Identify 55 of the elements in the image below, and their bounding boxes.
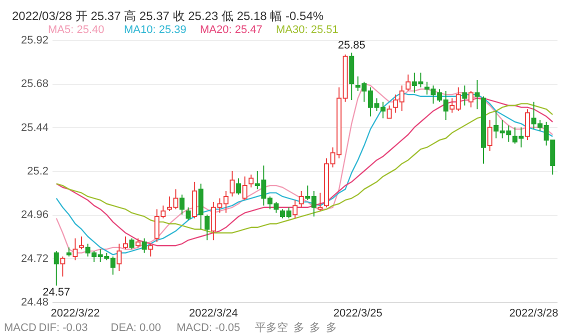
x-tick-label: 2022/3/25 xyxy=(333,308,382,320)
candlestick xyxy=(204,214,210,241)
text: MACD xyxy=(4,322,36,333)
y-tick-label: 25.44 xyxy=(20,122,48,134)
candlestick xyxy=(129,238,134,250)
candlestick xyxy=(54,250,59,286)
y-tick-label: 24.48 xyxy=(20,296,48,308)
candlestick xyxy=(524,108,530,141)
text: DEA: 0.00 xyxy=(110,322,161,333)
candlestick xyxy=(292,200,298,219)
candlestick xyxy=(60,256,66,278)
candlestick xyxy=(136,238,141,248)
annotation: 25.85 xyxy=(338,40,366,52)
candlestick xyxy=(66,246,72,258)
candlestick xyxy=(116,243,122,272)
text: MA20: 25.47 xyxy=(200,24,262,36)
candlestick xyxy=(186,206,191,221)
y-tick-label: 24.72 xyxy=(20,252,48,265)
candlestick xyxy=(79,236,84,250)
candlestick xyxy=(230,170,235,197)
text: MA30: 25.51 xyxy=(276,24,338,36)
candlestick xyxy=(248,174,254,188)
text: 空 xyxy=(277,321,288,333)
candlestick xyxy=(180,194,185,216)
candlestick xyxy=(406,74,411,92)
candlestick xyxy=(242,176,248,201)
candlestick xyxy=(468,90,474,108)
y-tick-label: 24.96 xyxy=(20,209,48,222)
text: MA10: 25.39 xyxy=(124,24,186,36)
candlestick xyxy=(487,120,492,152)
text: DIF: -0.03 xyxy=(38,322,88,333)
text: MA5: 25.40 xyxy=(48,24,104,36)
text: 平多 xyxy=(254,322,277,333)
candlestick xyxy=(236,178,242,196)
x-tick-label: 2022/3/24 xyxy=(188,308,238,320)
candlestick xyxy=(462,84,468,106)
candlestick xyxy=(318,192,323,212)
annotation: 24.57 xyxy=(42,286,70,299)
text: MACD: -0.05 xyxy=(176,322,240,333)
candlestick xyxy=(72,238,78,261)
text: 多 xyxy=(293,322,304,333)
y-tick-label: 25.2 xyxy=(27,166,48,178)
candlestick xyxy=(386,105,392,119)
y-tick-label: 25.68 xyxy=(20,78,48,90)
y-tick-label: 25.92 xyxy=(20,34,48,46)
x-tick-label: 2022/3/22 xyxy=(50,308,100,320)
candlestick xyxy=(122,236,128,250)
candlestick xyxy=(142,238,147,254)
text: 多 xyxy=(326,322,337,333)
candlestick xyxy=(298,190,304,208)
text: 多 xyxy=(310,322,321,333)
candlestick xyxy=(474,80,480,110)
chart-title: 2022/03/28 开 25.37 高 25.37 收 25.23 低 25.18 幅 -0.54% xyxy=(12,9,324,23)
candlestick xyxy=(148,243,154,258)
x-tick-label: 2022/3/28 xyxy=(509,308,558,320)
